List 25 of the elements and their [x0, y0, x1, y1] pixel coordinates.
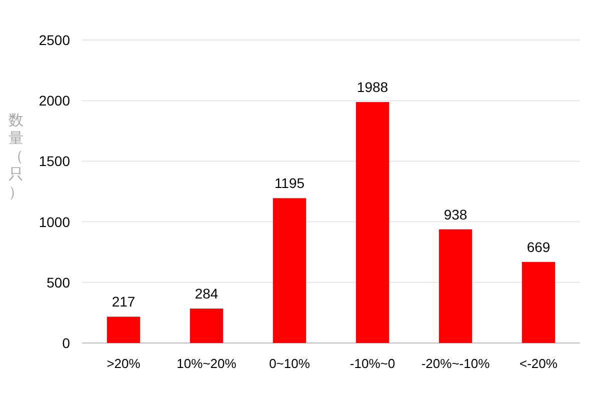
- bar: [522, 262, 556, 343]
- y-tick-label: 2500: [38, 32, 70, 48]
- x-tick-label: >20%: [106, 356, 141, 371]
- y-tick-label: 0: [62, 335, 70, 351]
- x-tick-label: 0~10%: [269, 356, 310, 371]
- x-tick-label: -10%~0: [350, 356, 396, 371]
- bar: [356, 102, 390, 343]
- data-label: 284: [194, 286, 218, 302]
- x-tick-label: <-20%: [520, 356, 558, 371]
- data-label: 1195: [274, 175, 305, 192]
- x-tick-label: -20%~-10%: [421, 356, 490, 371]
- y-tick-label: 500: [46, 274, 70, 290]
- bar: [106, 316, 140, 343]
- x-tick-label: 10%~20%: [176, 356, 237, 371]
- data-label: 669: [526, 238, 550, 255]
- bar: [190, 308, 224, 343]
- bar: [438, 229, 472, 343]
- y-tick-label: 2000: [38, 92, 70, 109]
- y-tick-label: 1500: [38, 153, 70, 170]
- y-axis-title: 数量（只）: [8, 112, 24, 201]
- data-label: 1988: [356, 79, 388, 96]
- bar: [272, 198, 306, 343]
- y-tick-label: 1000: [38, 214, 70, 230]
- data-label: 938: [444, 206, 468, 222]
- data-label: 217: [112, 294, 136, 310]
